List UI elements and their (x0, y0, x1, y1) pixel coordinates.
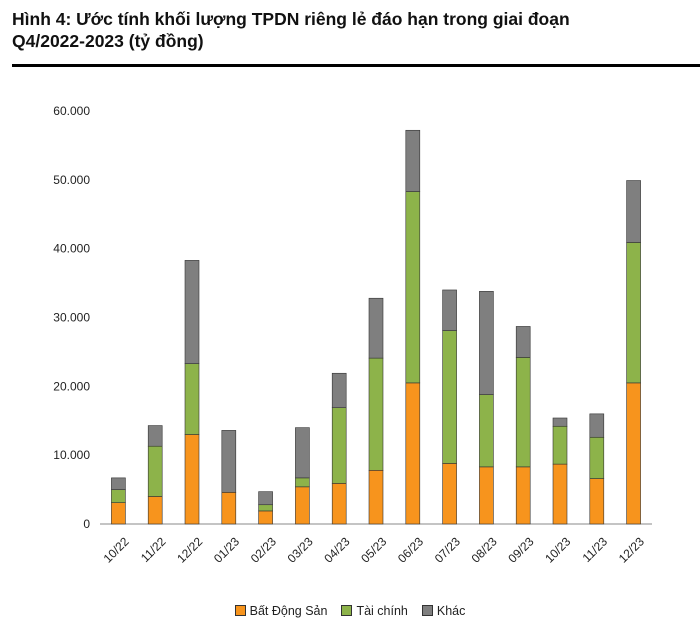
bar-segment-bat-dong-san (331, 483, 347, 525)
stacked-bar-chart: 0 10.000 20.000 30.000 40.000 50.000 60.000 10… (53, 104, 652, 566)
bar-segment-tai-chinh (147, 445, 163, 497)
bar-segment-bat-dong-san (479, 466, 494, 525)
x-tick-label: 10/22 (101, 534, 132, 565)
x-tick-label: 03/23 (285, 534, 316, 565)
bar-segment-tai-chinh (626, 242, 641, 384)
bar-segment-khac (295, 427, 310, 479)
y-tick-label: 50.000 (53, 173, 90, 187)
bar-segment-tai-chinh (368, 357, 384, 471)
x-tick-label: 10/23 (542, 534, 573, 565)
bar-segment-tai-chinh (111, 489, 126, 503)
legend-label: Bất Động Sản (249, 604, 328, 618)
x-tick-label: 11/23 (580, 534, 611, 565)
bar-segment-tai-chinh (552, 425, 568, 465)
x-axis: 10/22 11/22 12/22 01/23 02/23 03/23 04/23 05/23… (100, 523, 652, 566)
bar-segment-tai-chinh (479, 394, 494, 468)
bar-segment-tai-chinh (442, 330, 457, 464)
chart-title: Hình 4: Ước tính khối lượng TPDN riêng l… (12, 8, 692, 52)
x-tick-label: 08/23 (469, 534, 500, 565)
y-tick-label: 10.000 (53, 448, 90, 462)
bar-segment-tai-chinh (515, 357, 531, 468)
x-tick-label: 07/23 (432, 534, 463, 565)
bar-segment-khac (368, 297, 384, 359)
bar-segment-bat-dong-san (515, 466, 531, 525)
x-tick-label: 04/23 (321, 534, 352, 565)
bar-segment-khac (147, 425, 163, 447)
bar-segment-bat-dong-san (184, 434, 200, 525)
x-tick-label: 05/23 (358, 534, 389, 565)
x-tick-label: 12/22 (174, 534, 205, 565)
bar-segment-khac (331, 372, 347, 408)
bar-segment-khac (184, 260, 200, 364)
x-tick-label: 11/22 (138, 534, 169, 565)
legend-label: Tài chính (356, 604, 408, 618)
bar-segment-tai-chinh (589, 436, 605, 479)
chart-legend: Bất Động Sản Tài chính Khác (0, 604, 700, 618)
bar-segment-khac (515, 326, 531, 358)
legend-swatch (341, 605, 353, 616)
legend-item: Bất Động Sản (234, 604, 328, 618)
bar-segment-bat-dong-san (147, 496, 163, 525)
x-tick-label: 06/23 (395, 534, 426, 565)
bar-segment-tai-chinh (331, 407, 347, 484)
chart-title-line-2: Q4/2022-2023 (tỷ đồng) (12, 31, 204, 51)
legend-label: Khác (436, 604, 466, 618)
bar-segment-bat-dong-san (552, 463, 568, 525)
chart-title-line-1: Hình 4: Ước tính khối lượng TPDN riêng l… (12, 9, 570, 29)
y-tick-label: 60.000 (53, 104, 90, 118)
bars (111, 129, 641, 525)
bar-segment-tai-chinh (295, 477, 310, 488)
bar-segment-bat-dong-san (295, 486, 310, 525)
bar-segment-bat-dong-san (111, 502, 126, 525)
title-underline (12, 64, 700, 67)
legend-item: Tài chính (341, 604, 408, 618)
bar-segment-bat-dong-san (442, 463, 457, 525)
legend-swatch (421, 605, 433, 616)
bar-segment-tai-chinh (258, 504, 273, 512)
bar-segment-bat-dong-san (368, 470, 384, 525)
y-tick-label: 0 (83, 517, 90, 531)
x-tick-label: 02/23 (248, 534, 279, 565)
bar-segment-khac (258, 491, 273, 506)
x-tick-label: 01/23 (211, 534, 242, 565)
y-axis: 0 10.000 20.000 30.000 40.000 50.000 60.000 (53, 104, 90, 531)
x-tick-label: 09/23 (505, 534, 536, 565)
x-tick-label: 12/23 (616, 534, 647, 565)
bar-segment-khac (111, 477, 126, 490)
legend-item: Khác (421, 604, 466, 618)
bar-segment-khac (221, 430, 237, 493)
bar-segment-khac (479, 291, 494, 395)
bar-segment-tai-chinh (184, 363, 200, 435)
bar-segment-khac (589, 413, 605, 438)
bar-segment-bat-dong-san (221, 492, 237, 525)
bar-segment-bat-dong-san (405, 382, 421, 525)
bar-segment-bat-dong-san (626, 382, 641, 525)
legend-swatch (234, 605, 246, 616)
y-tick-label: 20.000 (53, 379, 90, 393)
bar-segment-tai-chinh (405, 191, 421, 384)
bar-segment-bat-dong-san (258, 510, 273, 525)
bar-segment-bat-dong-san (589, 478, 605, 525)
bar-segment-khac (442, 289, 457, 331)
bar-segment-khac (405, 129, 421, 192)
bar-segment-khac (626, 180, 641, 243)
y-tick-label: 40.000 (53, 242, 90, 256)
y-tick-label: 30.000 (53, 311, 90, 325)
bar-segment-khac (552, 417, 568, 427)
